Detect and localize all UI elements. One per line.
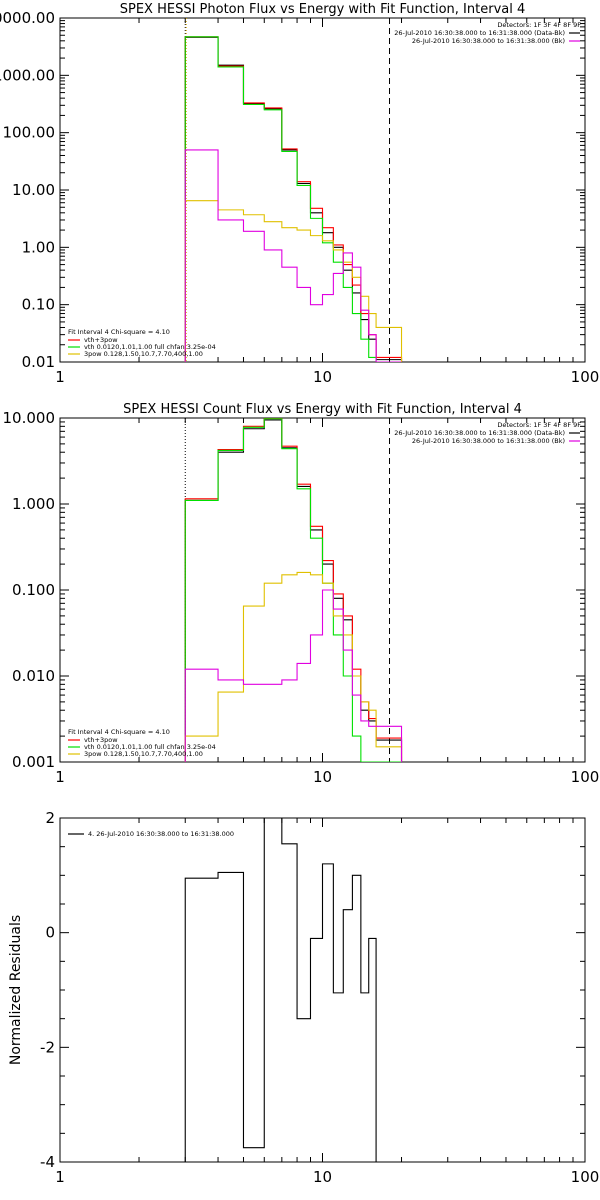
chart-title: SPEX HESSI Photon Flux vs Energy with Fi…	[120, 2, 526, 17]
legend-entry-label: 4. 26-Jul-2010 16:30:38.000 to 16:31:38.…	[88, 830, 234, 838]
chart-panel-2: SPEX HESSI Count Flux vs Energy with Fit…	[3, 402, 600, 786]
series-line-5	[184, 149, 402, 362]
y-axis-label: Normalized Residuals	[8, 915, 24, 1065]
chart-title: SPEX HESSI Count Flux vs Energy with Fit…	[123, 402, 522, 417]
legend-entry-label: 3pow 0.128,1.50,10.7,7.70,400,1.00	[84, 750, 203, 758]
y-tick-label: 0	[45, 924, 55, 942]
series-line-2	[184, 418, 403, 762]
series-line-5	[184, 589, 403, 762]
x-tick-label: 100	[571, 1168, 600, 1186]
y-tick-label: 100.00	[3, 124, 56, 142]
legend-entry-label: vth 0.0120,1.01,1.00 full chfan 3.25e-04	[84, 343, 216, 351]
y-tick-label: 0.010	[12, 667, 55, 685]
y-tick-label: 0.10	[22, 296, 55, 314]
plot-frame	[59, 17, 586, 363]
y-tick-label: 0.01	[22, 353, 55, 371]
legend-entry-label: 26-Jul-2010 16:30:38.000 to 16:31:38.000…	[394, 29, 565, 37]
legend-entry-label: vth+3pow	[84, 736, 118, 744]
series-line-1	[184, 818, 390, 1162]
legend-entry-label: 26-Jul-2010 16:30:38.000 to 16:31:38.000…	[394, 429, 565, 437]
legend-fit-header: Fit Interval 4 Chi-square = 4.10	[68, 728, 170, 736]
legend-fit-header: Fit Interval 4 Chi-square = 4.10	[68, 328, 170, 336]
chart-panel-1: SPEX HESSI Photon Flux vs Energy with Fi…	[0, 2, 599, 386]
series-line-4	[184, 571, 403, 762]
chart-panel-3: 1 10 100 -4 -2 0 2 Normalized Residuals 4. 26-Ju…	[8, 809, 599, 1186]
legend-detectors: Detectors: 1F 3F 4F 8F 9F	[497, 421, 581, 429]
y-tick-label: -2	[40, 1038, 55, 1056]
y-tick-label: 10.000	[3, 409, 56, 427]
y-tick-label: 2	[45, 809, 55, 827]
x-tick-label: 100	[571, 368, 600, 386]
x-tick-label: 10	[313, 1168, 332, 1186]
y-tick-label: 10.00	[12, 181, 55, 199]
x-tick-label: 1	[55, 768, 65, 786]
series-line-1	[184, 419, 403, 762]
legend-detectors: Detectors: 1F 3F 4F 8F 9F	[497, 21, 581, 29]
series-line-3	[184, 36, 402, 362]
y-tick-label: -4	[40, 1153, 55, 1171]
series-line-4	[184, 200, 403, 362]
y-tick-label: 0.100	[12, 581, 55, 599]
legend-entry-label: vth+3pow	[84, 336, 118, 344]
x-tick-label: 10	[313, 768, 332, 786]
y-tick-label: 1.00	[22, 238, 55, 256]
x-tick-label: 10	[313, 368, 332, 386]
y-tick-label: 0.001	[12, 753, 55, 771]
x-tick-label: 100	[571, 768, 600, 786]
x-tick-label: 1	[55, 1168, 65, 1186]
legend-entry-label: 26-Jul-2010 16:30:38.000 to 16:31:38.000…	[412, 437, 565, 445]
series-line-1	[184, 36, 403, 362]
series-line-3	[184, 418, 402, 762]
x-tick-label: 1	[55, 368, 65, 386]
legend-entry-label: 26-Jul-2010 16:30:38.000 to 16:31:38.000…	[412, 37, 565, 45]
y-tick-label: 1.000	[12, 495, 55, 513]
legend-entry-label: 3pow 0.128,1.50,10.7,7.70,400,1.00	[84, 350, 203, 358]
legend-entry-label: vth 0.0120,1.01,1.00 full chfan 3.25e-04	[84, 743, 216, 751]
